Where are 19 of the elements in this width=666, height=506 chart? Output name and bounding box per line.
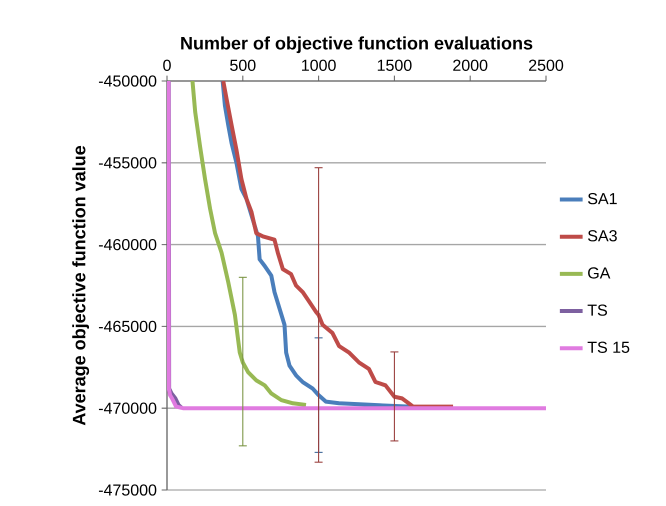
y-tick-label: -450000 (98, 75, 156, 87)
y-axis-title: Average objective function value (72, 146, 90, 426)
x-tick-label: 0 (163, 60, 171, 71)
x-tick-label: 500 (230, 60, 256, 71)
y-tick-label: -460000 (98, 238, 156, 250)
legend-label: TS 15 (588, 342, 630, 353)
x-tick-label: 2000 (453, 60, 488, 71)
legend-label: SA1 (588, 192, 617, 204)
legend-label: GA (588, 267, 610, 279)
x-tick-label: 1500 (378, 60, 412, 71)
y-tick-label: -465000 (98, 320, 156, 332)
legend-label: TS (588, 304, 607, 316)
y-tick-label: -475000 (98, 484, 156, 496)
x-axis-title: Number of objective function evaluations (181, 36, 532, 54)
y-tick-label: -470000 (98, 402, 156, 414)
legend-label: SA3 (588, 230, 617, 242)
x-tick-label: 2500 (529, 60, 564, 71)
x-tick-label: 1000 (302, 60, 336, 71)
y-tick-label: -455000 (98, 157, 156, 168)
